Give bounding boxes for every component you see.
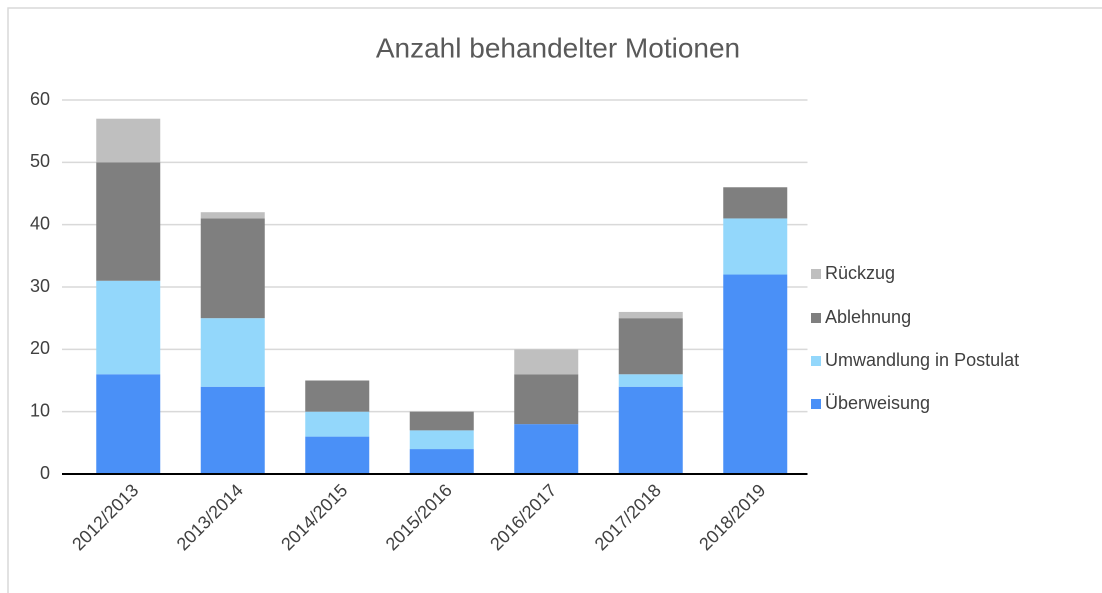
legend-label: Umwandlung in Postulat [825,350,1019,370]
x-tick-label: 2018/2019 [695,480,769,554]
bar-segment [96,280,161,375]
legend-swatch [811,313,821,323]
y-tick-label: 20 [30,338,50,358]
bar-segment [618,318,683,375]
bar-segment [514,424,579,474]
chart-border [7,7,1102,593]
bar-segment [514,349,579,375]
legend-label: Rückzug [825,263,895,283]
bar-segment [200,212,265,219]
bar-segment [305,380,370,412]
bar-segment [305,411,370,437]
legend-label: Ablehnung [825,307,911,327]
bar-segment [618,386,683,474]
legend-swatch [811,269,821,279]
chart-title: Anzahl behandelter Motionen [376,32,740,63]
bar-segment [96,118,161,163]
legend-swatch [811,399,821,409]
x-tick-label: 2012/2013 [68,480,142,554]
x-tick-label: 2013/2014 [173,480,247,554]
y-tick-label: 30 [30,276,50,296]
bar-segment [96,162,161,281]
bar-segment [305,436,370,474]
legend-swatch [811,356,821,366]
bar-segment [409,430,474,450]
legend-label: Überweisung [825,393,930,413]
x-tick-label: 2014/2015 [277,480,351,554]
y-tick-label: 0 [40,463,50,483]
x-tick-label: 2017/2018 [591,480,665,554]
x-tick-label: 2016/2017 [486,480,560,554]
bar-segment [96,374,161,474]
bar-segment [723,274,788,474]
bar-segment [618,311,683,319]
y-tick-label: 40 [30,213,50,233]
bar-segment [409,411,474,431]
bar-segment [723,218,788,275]
bar-segment [200,386,265,474]
y-tick-label: 50 [30,151,50,171]
bar-segment [409,449,474,474]
y-tick-label: 10 [30,400,50,420]
x-tick-label: 2015/2016 [382,480,456,554]
bar-segment [514,374,579,425]
bar-segment [723,187,788,219]
bar-segment [200,218,265,319]
y-tick-label: 60 [30,89,50,109]
bar-segment [200,318,265,387]
bar-segment [618,374,683,387]
